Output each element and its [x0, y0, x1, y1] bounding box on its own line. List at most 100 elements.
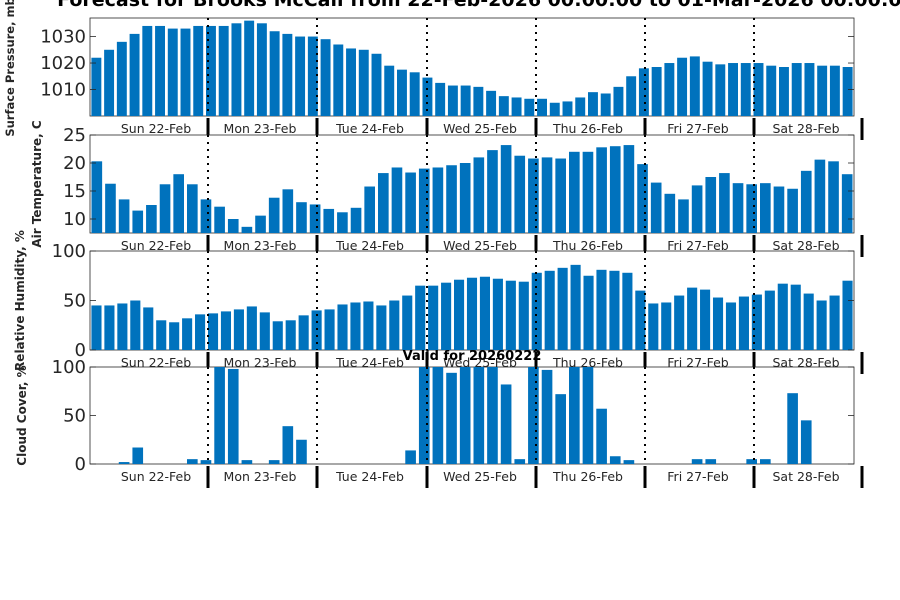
data-bar [541, 157, 553, 233]
day-label: Fri 27-Feb [667, 238, 728, 253]
data-bar [337, 304, 348, 350]
data-bar [514, 459, 526, 464]
data-bar [732, 183, 744, 233]
data-bar [664, 63, 675, 116]
data-bar [705, 177, 717, 233]
data-bar [402, 295, 413, 350]
data-bar [282, 189, 294, 233]
data-bar [817, 65, 828, 116]
data-bar [678, 199, 689, 233]
data-bar [842, 280, 853, 350]
data-bar [268, 197, 280, 233]
day-label: Mon 23-Feb [224, 469, 297, 484]
data-bar [460, 85, 471, 116]
data-bar [498, 96, 509, 116]
data-bar [214, 367, 225, 464]
data-bar [518, 281, 529, 350]
data-bar [432, 167, 444, 233]
data-bar [766, 65, 777, 116]
y-tick-label: 50 [63, 406, 86, 427]
y-tick-label: 25 [63, 125, 86, 146]
data-bar [233, 309, 244, 350]
data-bar [492, 278, 503, 350]
data-bar [500, 384, 512, 464]
y-tick-label: 100 [52, 357, 86, 378]
data-bar [142, 25, 153, 117]
data-bar [637, 164, 648, 233]
data-bar [600, 93, 611, 116]
data-bar [466, 277, 478, 350]
data-bar [182, 318, 193, 350]
y-tick-label: 20 [63, 153, 86, 174]
data-bar [459, 367, 471, 464]
y-tick-label: 1020 [40, 53, 86, 74]
data-bar [244, 20, 255, 116]
data-bar [454, 279, 465, 350]
data-bar [623, 460, 635, 464]
data-bar [432, 367, 444, 464]
data-bar [514, 155, 526, 233]
day-label: Sun 22-Feb [121, 355, 191, 370]
data-bar [218, 25, 229, 117]
data-bar [570, 264, 581, 350]
data-bar [635, 290, 646, 350]
data-bar [259, 312, 270, 350]
data-bar [804, 63, 815, 116]
data-bar [569, 151, 580, 233]
data-bar [415, 285, 426, 350]
data-bar [187, 184, 198, 233]
data-bar [687, 287, 698, 350]
data-bar [479, 276, 490, 350]
panel-2: 10 15 20 25 Sun 22-Feb Mon 23-Feb Tue 24-Feb We… [30, 120, 864, 257]
data-bar [350, 207, 362, 233]
data-bar [156, 320, 167, 350]
data-bar [555, 394, 566, 464]
plot-area [89, 17, 855, 117]
y-tick-label: 1030 [40, 27, 86, 48]
data-bar [173, 174, 184, 233]
data-bar [130, 300, 141, 350]
data-bar [296, 202, 307, 233]
data-bar [583, 275, 594, 350]
data-bar [691, 459, 703, 464]
data-bar [104, 305, 115, 350]
data-bar [200, 199, 212, 233]
data-bar [609, 270, 620, 350]
data-bar [143, 307, 154, 350]
data-bar [446, 165, 457, 233]
data-bar [180, 28, 191, 117]
data-bar [200, 460, 212, 464]
data-bar [779, 67, 789, 116]
data-bar [505, 280, 516, 350]
data-bar [787, 393, 798, 464]
y-tick-label: 15 [63, 181, 86, 202]
data-bar [674, 295, 685, 350]
data-bar [227, 368, 239, 464]
data-bar [800, 420, 812, 464]
data-bar [105, 183, 116, 233]
data-bar [104, 49, 115, 116]
data-bar [700, 289, 711, 350]
data-bar [364, 186, 375, 233]
data-bar [337, 212, 348, 233]
data-bar [311, 310, 322, 350]
data-bar [146, 205, 157, 233]
data-bar [751, 294, 762, 350]
data-bar [418, 168, 430, 233]
y-tick-label: 10 [63, 209, 86, 230]
data-bar [116, 41, 127, 117]
y-axis-label: Air Temperature, C [30, 120, 44, 248]
day-label: Mon 23-Feb [224, 121, 297, 136]
data-bar [195, 314, 206, 350]
data-bar [91, 57, 102, 116]
day-label: Wed 25-Feb [443, 238, 517, 253]
day-label: Sat 28-Feb [772, 238, 839, 253]
data-bar [473, 86, 484, 116]
data-bar [596, 408, 607, 464]
day-label: Sat 28-Feb [772, 469, 839, 484]
data-bar [155, 25, 165, 117]
data-bar [746, 459, 757, 464]
data-bar [638, 68, 649, 116]
data-bar [582, 151, 594, 233]
